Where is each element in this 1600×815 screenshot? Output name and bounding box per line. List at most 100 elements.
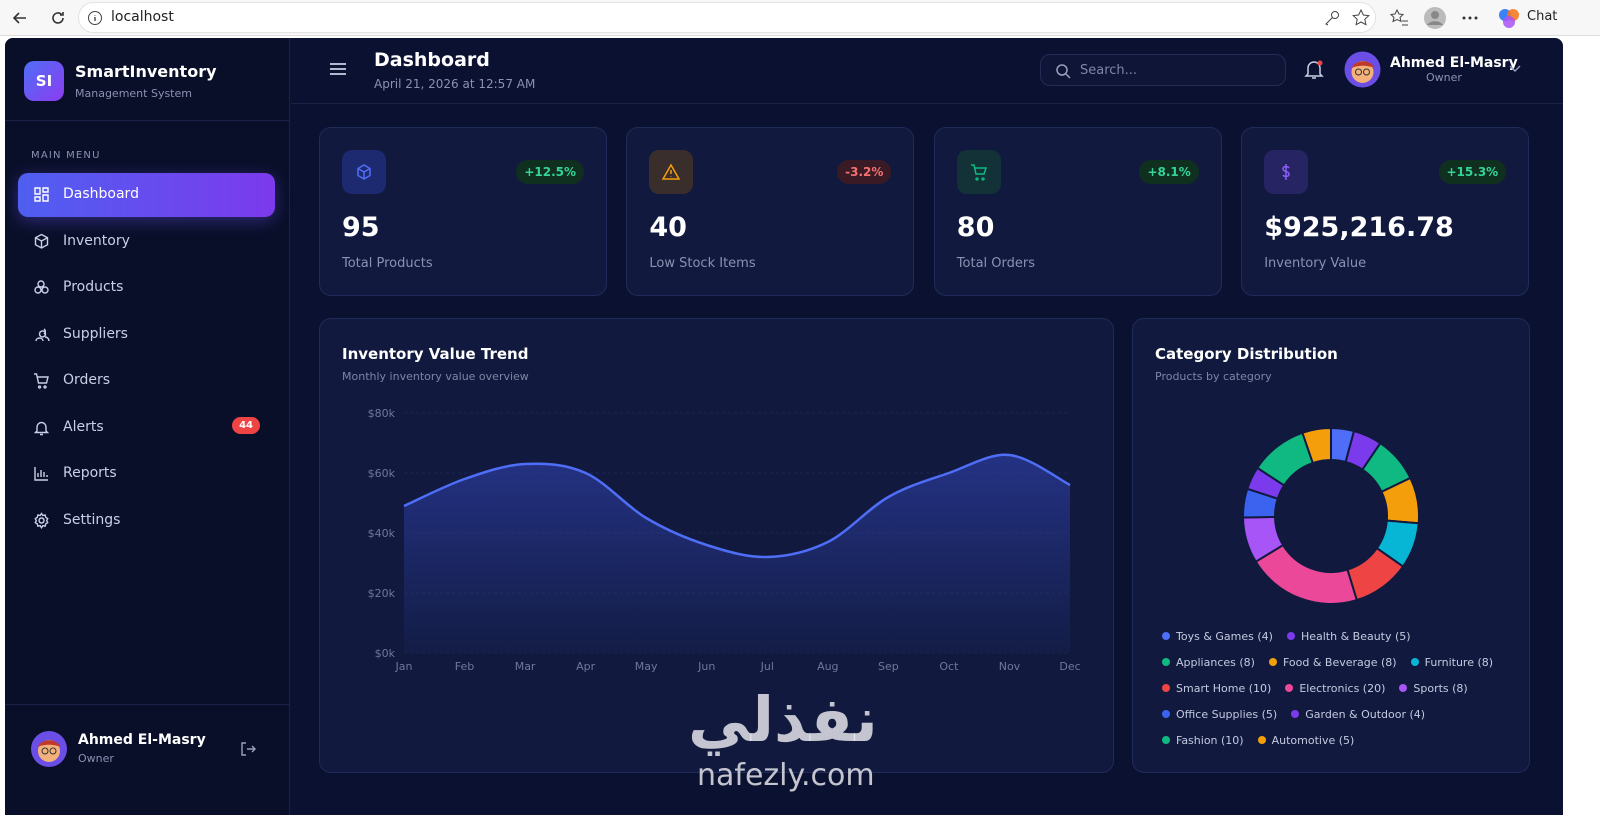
- avatar: [31, 731, 67, 767]
- menu-label: Orders: [63, 372, 111, 388]
- x-tick-label: Jan: [395, 660, 413, 673]
- menu-item[interactable]: Alerts 44: [18, 406, 275, 450]
- legend-item: Electronics (20): [1285, 681, 1385, 695]
- date: April 21, 2026 at 12:57 AM: [374, 77, 536, 91]
- x-tick-label: Jul: [760, 660, 774, 673]
- url: localhost: [111, 9, 174, 25]
- chart-subtitle: Monthly inventory value overview: [342, 370, 529, 383]
- user-role: Owner: [78, 752, 114, 765]
- notifications-button[interactable]: [1303, 59, 1325, 81]
- y-tick-label: $80k: [368, 407, 396, 420]
- menu-item[interactable]: Inventory: [18, 220, 275, 264]
- menu-label: MAIN MENU: [31, 150, 101, 161]
- stat-card: -3.2% 40 Low Stock Items: [626, 127, 915, 296]
- legend-label: Sports (8): [1413, 681, 1468, 695]
- menu-item[interactable]: Orders: [18, 359, 275, 403]
- stat-change: -3.2%: [837, 160, 892, 184]
- legend-item: Smart Home (10): [1162, 681, 1271, 695]
- stat-icon: [1264, 150, 1309, 194]
- menu-icon: [33, 421, 50, 435]
- menu-icon: [34, 187, 49, 202]
- tagline: Management System: [75, 87, 192, 100]
- legend-swatch: [1162, 684, 1170, 692]
- donut-segment: [1301, 426, 1332, 465]
- legend-item: Food & Beverage (8): [1268, 655, 1397, 669]
- stat-change-text: +8.1%: [1147, 165, 1191, 179]
- menu-label: Inventory: [63, 232, 130, 249]
- avatar[interactable]: [1344, 51, 1381, 88]
- profile-button[interactable]: [1423, 6, 1447, 30]
- stat-icon: [956, 150, 1001, 194]
- address-bar[interactable]: localhost: [78, 2, 1376, 33]
- menu-toggle[interactable]: [328, 60, 348, 78]
- browser-bar: localhost Chat: [0, 0, 1600, 36]
- y-tick-label: $20k: [368, 587, 396, 600]
- x-tick-label: Mar: [515, 660, 536, 673]
- chat-button[interactable]: Chat: [1527, 9, 1558, 24]
- x-tick-label: Dec: [1059, 660, 1080, 673]
- x-tick-label: Aug: [817, 660, 838, 673]
- search-placeholder: Search...: [1080, 63, 1138, 78]
- y-tick-label: $60k: [368, 467, 396, 480]
- reload-button[interactable]: [48, 8, 68, 28]
- legend-label: Garden & Outdoor (4): [1305, 707, 1426, 721]
- stat-icon: [649, 150, 694, 194]
- menu-item[interactable]: Suppliers: [18, 313, 275, 357]
- stat-change-text: +12.5%: [524, 165, 576, 179]
- legend-swatch: [1162, 710, 1170, 718]
- legend-label: Fashion (10): [1176, 733, 1244, 747]
- y-tick-label: $40k: [368, 527, 396, 540]
- menu-item[interactable]: Products: [18, 266, 275, 310]
- watermark-latin: nafezly.com: [697, 758, 875, 793]
- stat-card: +12.5% 95 Total Products: [319, 127, 607, 296]
- chart-title: Category Distribution: [1155, 345, 1338, 363]
- search-box[interactable]: Search...: [1040, 54, 1286, 86]
- legend-item: Garden & Outdoor (4): [1291, 707, 1425, 721]
- stat-change: +8.1%: [1139, 160, 1199, 184]
- stat-label: Total Products: [342, 256, 433, 271]
- menu-label: Alerts: [63, 418, 104, 435]
- page-title: Dashboard: [374, 49, 490, 71]
- legend-item: Furniture (8): [1410, 655, 1494, 669]
- user-dropdown[interactable]: [1508, 63, 1522, 75]
- menu-badge: 44: [232, 416, 260, 434]
- logo: SI: [24, 61, 64, 101]
- stat-change: +15.3%: [1438, 160, 1507, 184]
- menu-item[interactable]: Settings: [18, 499, 275, 543]
- stat-label: Total Orders: [956, 256, 1036, 271]
- user-name: Ahmed El-Masry: [1390, 55, 1518, 71]
- x-tick-label: Sep: [878, 660, 899, 673]
- legend-item: Health & Beauty (5): [1286, 629, 1411, 643]
- stat-change-text: -3.2%: [845, 165, 884, 179]
- menu-item[interactable]: Dashboard: [18, 173, 275, 217]
- legend-swatch: [1257, 736, 1266, 744]
- x-tick-label: Oct: [939, 660, 959, 673]
- stat-icon: [342, 150, 386, 194]
- stat-value: 80: [956, 212, 995, 243]
- legend-swatch: [1162, 736, 1170, 744]
- legend-swatch: [1291, 710, 1300, 718]
- donut-segment: [1254, 543, 1359, 605]
- menu-label: Dashboard: [63, 186, 139, 202]
- menu-icon: [34, 233, 49, 249]
- legend-label: Office Supplies (5): [1176, 707, 1278, 721]
- legend-swatch: [1286, 632, 1295, 640]
- legend-swatch: [1410, 658, 1419, 666]
- back-button[interactable]: [10, 8, 30, 28]
- legend-label: Health & Beauty (5): [1300, 629, 1411, 643]
- menu-label: Reports: [63, 465, 117, 481]
- logout-button[interactable]: [239, 740, 257, 758]
- legend-item: Automotive (5): [1257, 733, 1354, 747]
- user-name: Ahmed El-Masry: [78, 732, 206, 748]
- menu-item[interactable]: Reports: [18, 452, 275, 496]
- x-tick-label: Apr: [576, 660, 596, 673]
- chart-title: Inventory Value Trend: [342, 345, 529, 363]
- legend-label: Furniture (8): [1424, 655, 1494, 669]
- stat-label: Inventory Value: [1264, 256, 1367, 271]
- x-tick-label: Nov: [999, 660, 1021, 673]
- menu-label: Products: [63, 279, 124, 295]
- menu-icon: [34, 280, 49, 294]
- donut-chart-card: Category Distribution Products by catego…: [1132, 318, 1530, 773]
